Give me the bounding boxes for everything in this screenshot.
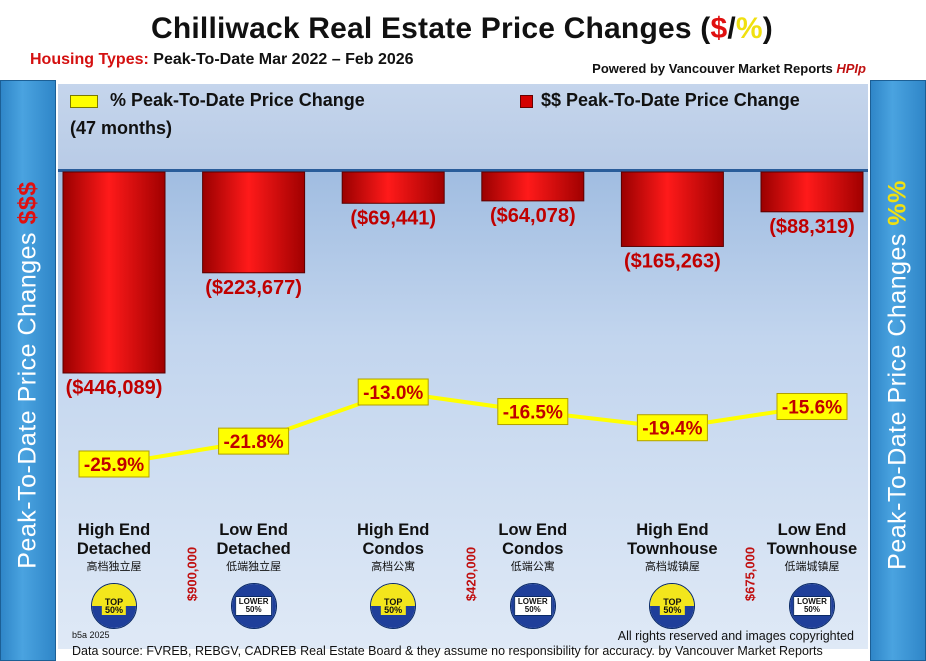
pct-label-3: -13.0% <box>363 383 423 404</box>
price-threshold-2: $420,000 <box>463 546 479 602</box>
powered-brand: Vancouver Market Reports <box>668 61 837 76</box>
badge-text: LOWER 50% <box>513 596 552 616</box>
category-line2: Condos <box>362 540 424 558</box>
badge-lower-6: LOWER 50% <box>789 583 835 629</box>
category-chinese: 高档城镇屋 <box>644 561 700 573</box>
legend-dollar-label: $$ Peak-To-Date Price Change <box>541 90 800 110</box>
pct-label-4: -16.5% <box>503 403 563 424</box>
bar-dollar-2 <box>202 171 306 274</box>
pct-label-box-1 <box>78 450 150 478</box>
pct-label-box-6 <box>776 393 848 421</box>
title-dollar: $ <box>710 12 728 45</box>
badge-text: TOP 50% <box>660 597 685 615</box>
category-label-1: High End Detached 高档独立屋 <box>44 521 184 575</box>
badge-text: TOP 50% <box>101 597 127 615</box>
legend-dollar-swatch <box>520 94 533 108</box>
legend-pct-swatch <box>70 94 98 108</box>
powered-by: Powered by Vancouver Market Reports HPIp <box>592 61 866 76</box>
pct-label-box-2 <box>218 427 290 455</box>
pct-label-box-5 <box>636 414 708 442</box>
bar-label-2: ($223,677) <box>205 277 302 299</box>
category-chinese: 高档独立屋 <box>86 561 142 573</box>
right-axis-panel <box>870 80 926 661</box>
price-threshold-1: $900,000 <box>184 546 200 602</box>
bar-label-3: ($69,441) <box>350 207 436 229</box>
bar-label-1: ($446,089) <box>66 377 163 399</box>
powered-hpi: HPIp <box>836 61 866 76</box>
bar-label-6: ($88,319) <box>769 216 855 238</box>
price-threshold-3: $675,000 <box>742 546 758 602</box>
footer-code: b5a 2025 <box>72 630 110 640</box>
pct-label-1: -25.9% <box>84 455 144 476</box>
title-main: Chilliwack Real Estate Price Changes ( <box>151 12 711 45</box>
category-line2: Detached <box>76 540 152 558</box>
footer-source: Data source: FVREB, REBGV, CADREB Real E… <box>72 644 823 658</box>
category-line2: Condos <box>502 540 564 558</box>
category-line1: High End <box>636 521 709 539</box>
title-slash: / <box>727 12 736 45</box>
category-line1: Low End <box>777 521 847 539</box>
category-label-3: High End Condos 高档公寓 <box>323 521 463 575</box>
badge-top-1: TOP 50% <box>91 583 137 629</box>
category-label-6: Low End Townhouse 低端城镇屋 <box>742 521 882 575</box>
badge-text: TOP 50% <box>381 597 406 615</box>
left-axis-panel <box>0 80 56 661</box>
bar-label-4: ($64,078) <box>490 205 576 227</box>
category-line1: Low End <box>498 521 568 539</box>
footer-rights: All rights reserved and images copyright… <box>617 629 854 643</box>
subtitle-label: Housing Types: <box>30 51 149 68</box>
category-chinese: 低端公寓 <box>510 561 555 573</box>
bar-dollar-1 <box>62 171 166 374</box>
powered-text: Powered by <box>592 61 669 76</box>
category-label-4: Low End Condos 低端公寓 <box>463 521 603 575</box>
category-label-2: Low End Detached 低端独立屋 <box>184 521 324 575</box>
zero-baseline <box>58 169 868 172</box>
pct-label-2: -21.8% <box>223 432 283 453</box>
pct-label-5: -19.4% <box>642 419 702 440</box>
category-line2: Townhouse <box>627 540 718 558</box>
category-label-5: High End Townhouse 高档城镇屋 <box>602 521 742 575</box>
pct-label-box-3 <box>357 378 429 406</box>
category-chinese: 高档公寓 <box>371 561 416 573</box>
bar-dollar-5 <box>620 171 724 247</box>
plot-area <box>58 84 868 649</box>
legend-dollar: $$ Peak-To-Date Price Change <box>520 90 800 111</box>
legend-pct-sublabel: (47 months) <box>70 118 173 138</box>
chart-subtitle: Housing Types: Peak-To-Date Mar 2022 – F… <box>30 51 414 69</box>
subtitle-text: Peak-To-Date Mar 2022 – Feb 2026 <box>148 51 414 68</box>
category-line1: Low End <box>219 521 288 539</box>
badge-text: LOWER 50% <box>793 596 831 616</box>
badge-text: LOWER 50% <box>234 596 273 616</box>
pct-label-box-4 <box>497 398 569 426</box>
category-line2: Townhouse <box>766 540 858 558</box>
bar-label-5: ($165,263) <box>624 250 721 272</box>
category-chinese: 低端城镇屋 <box>784 561 840 573</box>
chart-header: Chilliwack Real Estate Price Changes ($/… <box>30 0 866 84</box>
badge-top-5: TOP 50% <box>649 583 696 629</box>
plot-header-band <box>58 84 868 170</box>
legend-pct-label: % Peak-To-Date Price Change <box>110 90 365 110</box>
bar-dollar-4 <box>481 171 585 202</box>
title-close: ) <box>762 12 773 45</box>
badge-lower-4: LOWER 50% <box>509 583 556 629</box>
badge-lower-2: LOWER 50% <box>230 583 277 629</box>
category-line1: High End <box>77 521 151 539</box>
title-pct: % <box>735 12 763 45</box>
bar-dollar-3 <box>341 171 445 204</box>
category-chinese: 低端独立屋 <box>226 561 282 573</box>
category-line1: High End <box>356 521 430 539</box>
pct-label-6: -15.6% <box>782 398 842 419</box>
chart-title: Chilliwack Real Estate Price Changes ($/… <box>58 12 866 46</box>
badge-top-3: TOP 50% <box>370 583 417 629</box>
bar-dollar-6 <box>760 171 864 213</box>
legend-pct: % Peak-To-Date Price Change (47 months) <box>70 90 365 139</box>
category-line2: Detached <box>216 540 291 558</box>
